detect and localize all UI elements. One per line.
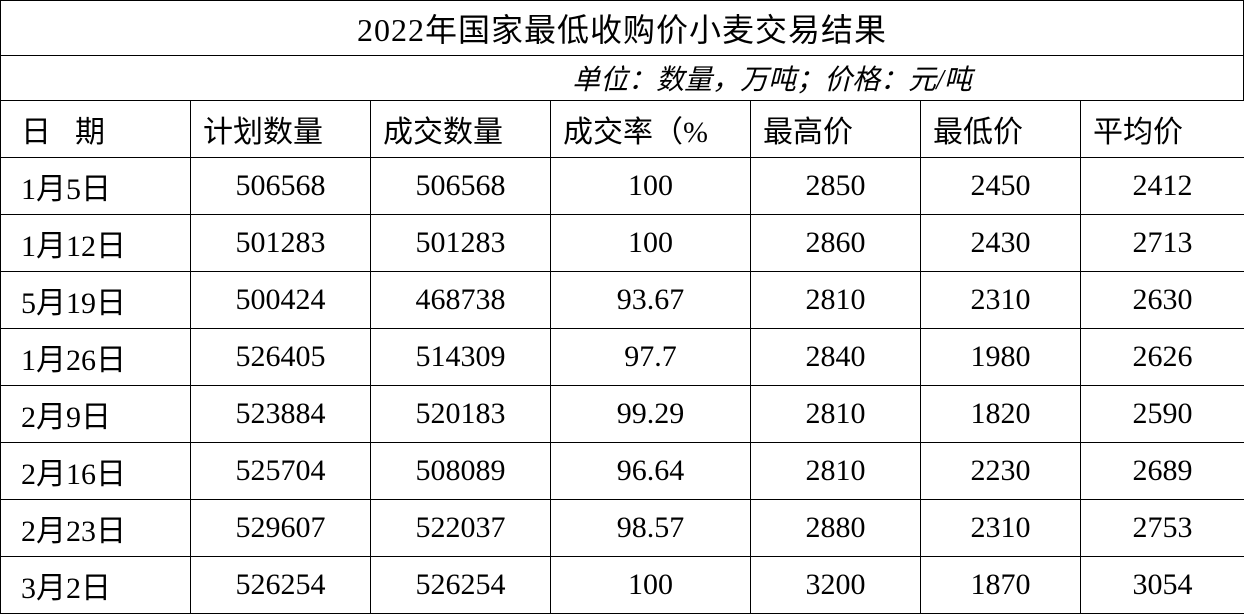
column-header-rate: 成交率（%	[551, 101, 751, 158]
column-header-date: 日期	[1, 101, 191, 158]
cell-date: 1月12日	[1, 215, 191, 272]
cell-high: 3200	[751, 557, 921, 614]
cell-avg: 2753	[1081, 500, 1244, 557]
cell-plan_qty: 526405	[191, 329, 371, 386]
cell-date: 2月23日	[1, 500, 191, 557]
cell-avg: 2412	[1081, 158, 1244, 215]
cell-plan_qty: 500424	[191, 272, 371, 329]
table-container: 2022年国家最低收购价小麦交易结果 单位：数量，万吨；价格：元/吨 日期计划数…	[0, 0, 1244, 614]
cell-low: 2230	[921, 443, 1081, 500]
cell-plan_qty: 526254	[191, 557, 371, 614]
cell-avg: 2689	[1081, 443, 1244, 500]
cell-deal_qty: 522037	[371, 500, 551, 557]
cell-date: 2月16日	[1, 443, 191, 500]
cell-rate: 99.29	[551, 386, 751, 443]
cell-rate: 97.7	[551, 329, 751, 386]
cell-avg: 3054	[1081, 557, 1244, 614]
table-row: 1月26日52640551430997.7284019802626	[1, 329, 1244, 386]
table-row: 3月2日526254526254100320018703054	[1, 557, 1244, 614]
cell-low: 2310	[921, 272, 1081, 329]
cell-high: 2850	[751, 158, 921, 215]
column-header-low: 最低价	[921, 101, 1081, 158]
cell-date: 2月9日	[1, 386, 191, 443]
data-table: 日期计划数量成交数量成交率（%最高价最低价平均价 1月5日50656850656…	[0, 100, 1244, 614]
table-header-row: 日期计划数量成交数量成交率（%最高价最低价平均价	[1, 101, 1244, 158]
cell-low: 1980	[921, 329, 1081, 386]
cell-low: 2310	[921, 500, 1081, 557]
table-row: 5月19日50042446873893.67281023102630	[1, 272, 1244, 329]
cell-rate: 100	[551, 215, 751, 272]
table-row: 2月9日52388452018399.29281018202590	[1, 386, 1244, 443]
table-row: 1月12日501283501283100286024302713	[1, 215, 1244, 272]
cell-avg: 2630	[1081, 272, 1244, 329]
column-header-deal_qty: 成交数量	[371, 101, 551, 158]
cell-plan_qty: 525704	[191, 443, 371, 500]
cell-deal_qty: 514309	[371, 329, 551, 386]
table-row: 1月5日506568506568100285024502412	[1, 158, 1244, 215]
cell-low: 1820	[921, 386, 1081, 443]
table-title: 2022年国家最低收购价小麦交易结果	[0, 0, 1244, 55]
cell-rate: 98.57	[551, 500, 751, 557]
column-header-plan_qty: 计划数量	[191, 101, 371, 158]
cell-plan_qty: 529607	[191, 500, 371, 557]
cell-date: 5月19日	[1, 272, 191, 329]
cell-deal_qty: 501283	[371, 215, 551, 272]
table-row: 2月23日52960752203798.57288023102753	[1, 500, 1244, 557]
cell-rate: 96.64	[551, 443, 751, 500]
column-header-avg: 平均价	[1081, 101, 1244, 158]
cell-avg: 2626	[1081, 329, 1244, 386]
cell-high: 2810	[751, 443, 921, 500]
cell-date: 1月26日	[1, 329, 191, 386]
cell-high: 2860	[751, 215, 921, 272]
cell-avg: 2590	[1081, 386, 1244, 443]
cell-deal_qty: 506568	[371, 158, 551, 215]
cell-plan_qty: 506568	[191, 158, 371, 215]
table-row: 2月16日52570450808996.64281022302689	[1, 443, 1244, 500]
cell-rate: 100	[551, 158, 751, 215]
cell-deal_qty: 508089	[371, 443, 551, 500]
cell-deal_qty: 468738	[371, 272, 551, 329]
cell-high: 2840	[751, 329, 921, 386]
column-header-high: 最高价	[751, 101, 921, 158]
cell-low: 1870	[921, 557, 1081, 614]
cell-low: 2450	[921, 158, 1081, 215]
table-subtitle: 单位：数量，万吨；价格：元/吨	[0, 55, 1244, 100]
cell-high: 2810	[751, 272, 921, 329]
cell-deal_qty: 526254	[371, 557, 551, 614]
cell-high: 2880	[751, 500, 921, 557]
cell-plan_qty: 501283	[191, 215, 371, 272]
cell-date: 1月5日	[1, 158, 191, 215]
cell-plan_qty: 523884	[191, 386, 371, 443]
cell-rate: 100	[551, 557, 751, 614]
cell-avg: 2713	[1081, 215, 1244, 272]
table-body: 1月5日5065685065681002850245024121月12日5012…	[1, 158, 1244, 614]
cell-deal_qty: 520183	[371, 386, 551, 443]
cell-date: 3月2日	[1, 557, 191, 614]
cell-low: 2430	[921, 215, 1081, 272]
cell-rate: 93.67	[551, 272, 751, 329]
cell-high: 2810	[751, 386, 921, 443]
